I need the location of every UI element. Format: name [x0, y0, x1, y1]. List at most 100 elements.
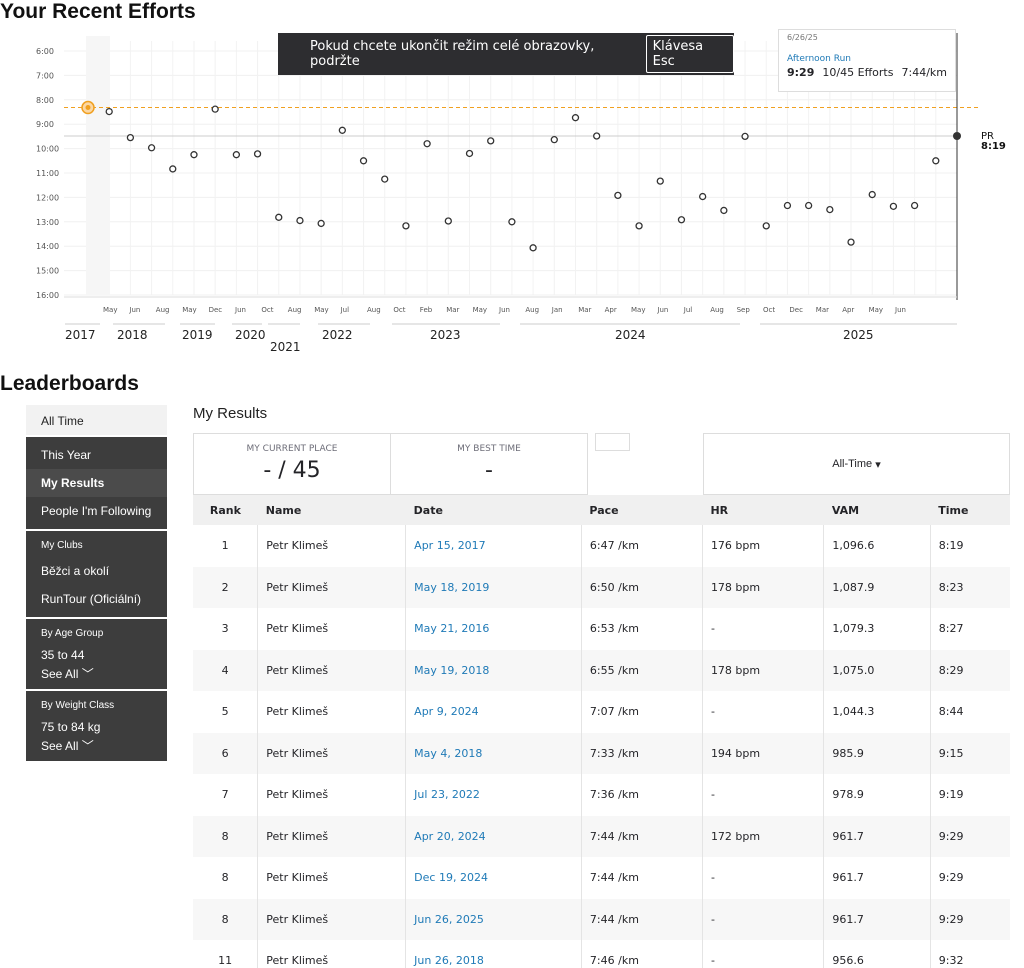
age-see-all[interactable]: See All ﹀ [26, 665, 167, 685]
cell-time: 8:19 [929, 525, 1010, 567]
effort-point [465, 149, 474, 158]
time-range-dropdown[interactable]: All-Time ▾ [703, 433, 1010, 495]
cell-date[interactable]: May 4, 2018 [405, 732, 582, 774]
age-group-heading: By Age Group [41, 628, 104, 639]
sidebar-group-weight: By Weight Class 75 to 84 kg See All ﹀ [26, 691, 167, 761]
cell-rank: 4 [221, 663, 229, 677]
x-month-label: Dec [209, 306, 223, 314]
cell-date[interactable]: May 21, 2016 [405, 608, 582, 650]
x-month-label: Oct [763, 306, 775, 314]
x-month-label: Aug [367, 306, 381, 314]
x-month-label: Jan [551, 306, 563, 314]
table-row: 8 Petr Klimeš Apr 20, 2024 7:44 /km 172 bpm 9… [193, 815, 1010, 857]
table-row: 7 Petr Klimeš Jul 23, 2022 7:36 /km -978.9 9:… [193, 774, 1010, 816]
filter-club-1[interactable]: Běžci a okolí [41, 564, 110, 578]
column-header-pace[interactable]: Pace [589, 503, 619, 517]
table-row: 4 Petr Klimeš May 19, 2018 6:55 /km 178 bpm 1… [193, 649, 1010, 691]
column-header-name[interactable]: Name [265, 503, 302, 517]
cell-vam: 961.7 [823, 815, 931, 857]
effort-point [147, 144, 156, 152]
pr-label: PR 8:19 [981, 132, 1006, 152]
column-header-date[interactable]: Date [413, 503, 443, 517]
effort-point [762, 222, 770, 230]
cell-time: 8:29 [929, 649, 1010, 691]
cell-date[interactable]: Jun 26, 2018 [405, 940, 582, 968]
filter-my-results[interactable]: My Results [26, 469, 167, 497]
effort-point [635, 222, 643, 230]
x-month-label: May [182, 306, 196, 314]
effort-point [571, 114, 580, 122]
x-month-label: Dec [789, 306, 803, 314]
cell-time: 8:27 [929, 608, 1010, 650]
empty-box [595, 433, 630, 451]
cell-rank: 8 [221, 912, 229, 926]
x-year-label: 2023 [430, 328, 461, 342]
cell-pace: 7:44 /km [580, 815, 703, 857]
filter-weight-value[interactable]: 75 to 84 kg [41, 720, 101, 734]
cell-date[interactable]: Jul 23, 2022 [405, 774, 582, 816]
tooltip-time: 9:29 [787, 66, 815, 79]
cell-date[interactable]: May 19, 2018 [405, 649, 582, 691]
cell-name: Petr Klimeš [257, 525, 406, 567]
tooltip-pace: 7:44/km [901, 66, 948, 79]
filter-this-year[interactable]: This Year [41, 448, 92, 462]
effort-point [910, 201, 919, 210]
column-header-rank[interactable]: Rank [209, 503, 241, 517]
effort-point [550, 136, 558, 144]
cell-hr: - [701, 774, 824, 816]
cell-name: Petr Klimeš [257, 566, 406, 608]
cell-hr: - [701, 608, 824, 650]
fullscreen-banner-text: Pokud chcete ukončit režim celé obrazovk… [310, 39, 595, 69]
tooltip-activity-link[interactable]: Afternoon Run [787, 54, 851, 64]
filter-age-value[interactable]: 35 to 44 [41, 648, 85, 662]
column-header-vam[interactable]: VAM [831, 503, 860, 517]
filter-club-2[interactable]: RunTour (Oficiální) [41, 592, 142, 606]
cell-vam: 961.7 [823, 898, 931, 940]
x-month-label: Jun [234, 306, 246, 314]
cell-time: 8:23 [929, 566, 1010, 608]
x-month-label: May [473, 306, 487, 314]
filter-all-time[interactable]: All Time [26, 405, 167, 435]
effort-point [889, 202, 898, 210]
cell-hr: 176 bpm [701, 525, 824, 567]
effort-point [804, 201, 813, 210]
weight-see-all[interactable]: See All ﹀ [26, 737, 167, 757]
cell-date[interactable]: Jun 26, 2025 [405, 898, 582, 940]
effort-point [232, 151, 241, 159]
cell-name: Petr Klimeš [257, 940, 406, 968]
y-tick-label: 8:00 [36, 96, 54, 105]
cell-name: Petr Klimeš [257, 649, 406, 691]
cell-date[interactable]: May 18, 2019 [405, 566, 582, 608]
cell-vam: 978.9 [823, 774, 931, 816]
filter-following[interactable]: People I'm Following [41, 504, 152, 518]
selected-effort-point [953, 131, 961, 140]
cell-name: Petr Klimeš [257, 774, 406, 816]
cell-vam: 1,075.0 [823, 649, 931, 691]
y-tick-label: 9:00 [36, 120, 54, 129]
cell-date[interactable]: Apr 15, 2017 [405, 525, 582, 567]
leaderboards-title: Leaderboards [0, 372, 139, 395]
column-header-time[interactable]: Time [938, 503, 969, 517]
cell-hr: - [701, 898, 824, 940]
leaderboard-sidebar: All Time This Year My Results People I'm… [26, 405, 167, 761]
my-clubs-heading: My Clubs [41, 540, 83, 551]
cell-rank: 6 [221, 746, 229, 760]
cell-date[interactable]: Apr 20, 2024 [405, 815, 582, 857]
cell-name: Petr Klimeš [257, 608, 406, 650]
x-month-label: Sep [737, 306, 751, 314]
table-row: 3 Petr Klimeš May 21, 2016 6:53 /km -1,079.3… [193, 608, 1010, 650]
effort-point [508, 218, 516, 226]
table-row: 2 Petr Klimeš May 18, 2019 6:50 /km 178 bpm 1… [193, 566, 1010, 608]
column-header-hr[interactable]: HR [710, 503, 729, 517]
best-time-label: MY BEST TIME [457, 444, 521, 454]
cell-date[interactable]: Dec 19, 2024 [405, 857, 582, 899]
cell-date[interactable]: Apr 9, 2024 [405, 691, 582, 733]
pr-value: 8:19 [981, 141, 1006, 152]
effort-point [169, 165, 177, 173]
cell-pace: 6:55 /km [580, 649, 703, 691]
x-month-label: Aug [156, 306, 170, 314]
cell-pace: 7:33 /km [580, 732, 703, 774]
cell-rank: 2 [221, 580, 229, 594]
effort-point [105, 107, 113, 116]
chevron-down-icon: ﹀ [81, 739, 94, 753]
